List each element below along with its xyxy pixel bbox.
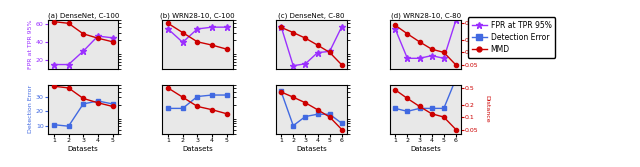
Title: (d) WRN28-10, C-80: (d) WRN28-10, C-80: [390, 12, 461, 19]
X-axis label: Datasets: Datasets: [296, 146, 327, 151]
Title: (b) WRN28-10, C-100: (b) WRN28-10, C-100: [160, 12, 235, 19]
Y-axis label: Distance: Distance: [484, 31, 490, 58]
Title: (a) DenseNet, C-100: (a) DenseNet, C-100: [47, 12, 119, 19]
X-axis label: Datasets: Datasets: [68, 146, 99, 151]
Y-axis label: Detection Error: Detection Error: [28, 85, 33, 133]
Y-axis label: FPR at TPR 95%: FPR at TPR 95%: [28, 20, 33, 69]
Legend: FPR at TPR 95%, Detection Error, MMD: FPR at TPR 95%, Detection Error, MMD: [468, 17, 556, 58]
X-axis label: Datasets: Datasets: [410, 146, 441, 151]
Title: (c) DenseNet, C-80: (c) DenseNet, C-80: [278, 12, 345, 19]
X-axis label: Datasets: Datasets: [182, 146, 212, 151]
Y-axis label: Distance: Distance: [484, 95, 490, 123]
